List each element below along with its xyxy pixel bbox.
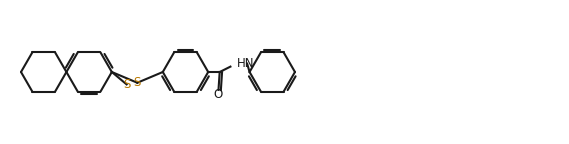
Text: HN: HN: [236, 57, 254, 70]
Text: S: S: [123, 78, 130, 91]
Text: S: S: [134, 76, 141, 89]
Text: O: O: [213, 88, 222, 101]
